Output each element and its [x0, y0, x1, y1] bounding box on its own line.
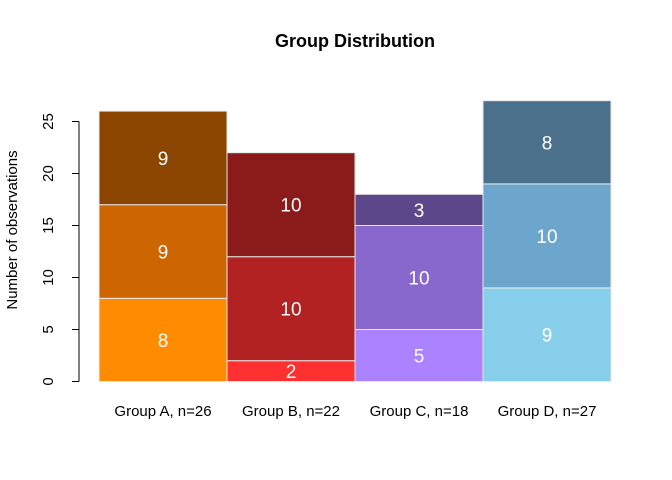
x-tick-label: Group C, n=18 [370, 403, 469, 420]
data-label: 10 [280, 196, 301, 217]
y-axis: 0 5 10 15 20 25 [40, 113, 80, 386]
data-label: 9 [542, 326, 553, 347]
x-tick-label: Group B, n=22 [242, 403, 340, 420]
bar-stack: 2 10 10 [226, 152, 356, 383]
data-label: 8 [542, 133, 553, 154]
y-tick-label: 5 [40, 325, 57, 333]
data-label: 8 [158, 331, 169, 352]
y-tick-label: 15 [40, 217, 57, 234]
x-tick-label: Group D, n=27 [498, 403, 597, 420]
y-tick-label: 0 [40, 377, 57, 385]
bar-stack: 5 10 3 [354, 193, 484, 382]
bar-segment [98, 297, 228, 382]
bar-segment [482, 100, 612, 185]
bar-segment [98, 204, 228, 299]
bar-segment [354, 193, 484, 227]
data-label: 9 [158, 149, 169, 170]
data-label: 10 [536, 227, 557, 248]
y-tick-label: 10 [40, 269, 57, 286]
y-tick-label: 20 [40, 165, 57, 182]
bar-stack: 8 9 9 [98, 110, 228, 382]
data-label: 10 [408, 269, 429, 290]
bar-segment [226, 152, 356, 258]
bar-segment [482, 287, 612, 382]
bar-segment [226, 256, 356, 362]
data-label: 9 [158, 243, 169, 264]
x-tick-label: Group A, n=26 [114, 403, 211, 420]
bar-segment [98, 110, 228, 206]
data-label: 10 [280, 300, 301, 321]
y-axis-label: Number of observations [4, 150, 21, 309]
bar-segment [482, 183, 612, 289]
chart-title: Group Distribution [275, 31, 435, 51]
bar-segment [354, 225, 484, 330]
data-label: 5 [414, 347, 425, 368]
bars: 8 9 9 2 10 10 5 10 3 9 10 8 [98, 100, 612, 383]
data-label: 2 [286, 362, 297, 383]
bar-segment [354, 329, 484, 382]
bar-stack: 9 10 8 [482, 100, 612, 382]
y-tick-label: 25 [40, 113, 57, 130]
data-label: 3 [414, 201, 425, 222]
category-labels: Group A, n=26 Group B, n=22 Group C, n=18 G… [114, 403, 596, 420]
